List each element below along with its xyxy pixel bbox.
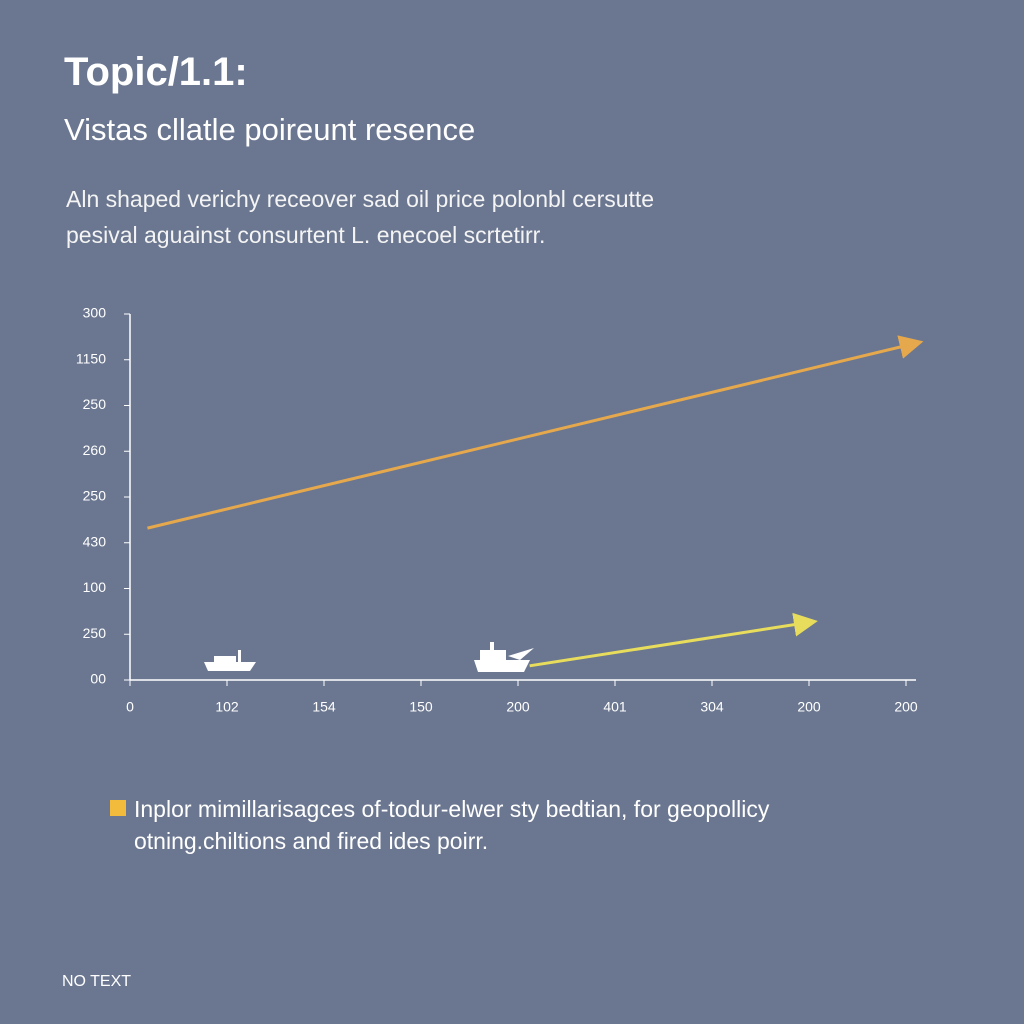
x-tick-label: 200 [894,699,918,715]
y-tick-label: 250 [83,396,107,412]
data-line [529,612,818,668]
description: pesival aguainst consurtent L. enecoel s… [66,222,546,248]
x-tick-label: 150 [409,699,433,715]
y-tick-label: 300 [83,305,107,321]
x-tick-label: 0 [126,699,134,715]
y-tick-label: 100 [83,579,107,595]
chart: 00 250 100 430 250 260 250 1150 300 0 102 154 150 200… [76,305,924,715]
legend-swatch [110,800,126,816]
y-tick-label: 430 [83,533,107,549]
data-line [147,335,924,530]
y-tick-label: 250 [83,488,107,504]
y-tick-label: 1150 [76,350,106,366]
description: Aln shaped verichy receover sad oil pric… [66,186,655,212]
subtitle: Vistas cllatle poireunt resence [64,112,476,147]
title: Topic/1.1: [64,50,248,94]
y-tick-label: 250 [83,625,107,641]
ship-icon [204,642,534,672]
x-tick-label: 200 [797,699,821,715]
y-tick-label: 00 [90,671,106,687]
legend-text: Inplor mimillarisagces of-todur-elwer st… [134,796,770,822]
x-tick-label: 154 [312,699,336,715]
x-tick-label: 401 [603,699,627,715]
x-tick-label: 102 [215,699,239,715]
x-tick-label: 200 [506,699,530,715]
x-tick-label: 304 [700,699,724,715]
legend-text: otning.chiltions and fired ides poirr. [134,828,489,854]
y-tick-label: 260 [83,442,107,458]
footer: NO TEXT [62,973,132,990]
